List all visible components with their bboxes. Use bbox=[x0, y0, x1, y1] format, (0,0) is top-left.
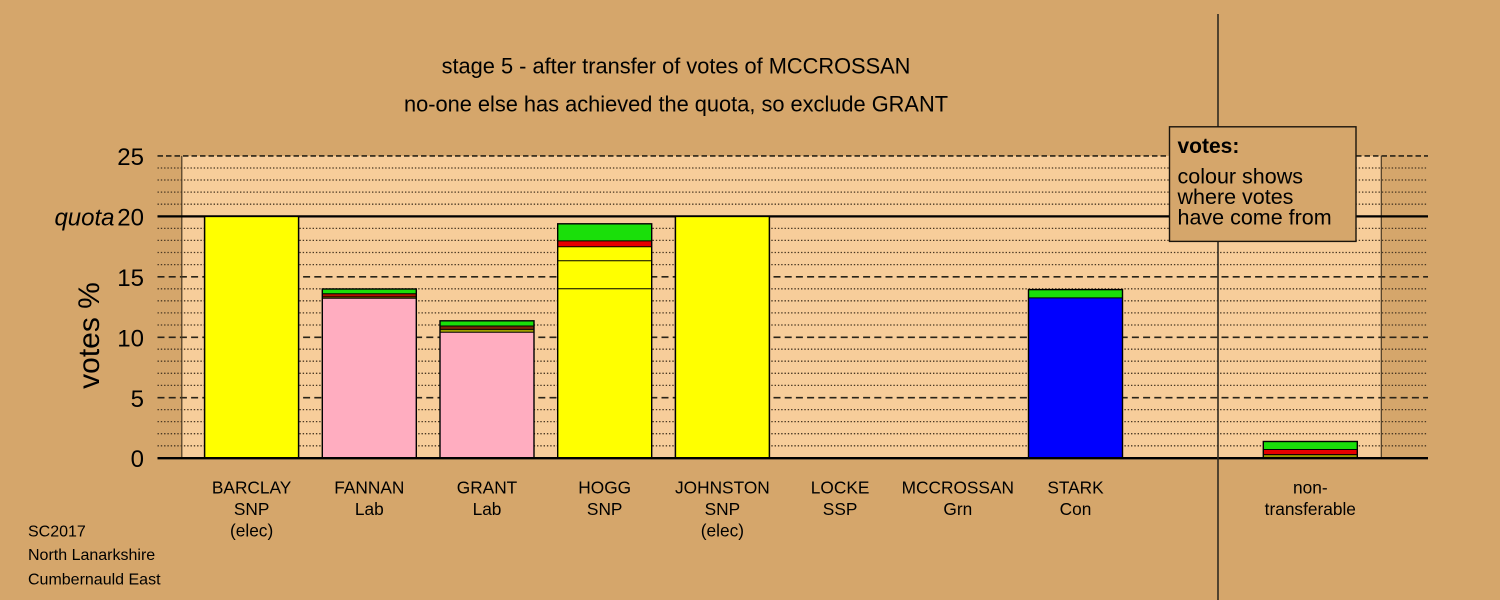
svg-text:MCCROSSAN: MCCROSSAN bbox=[902, 478, 1014, 498]
svg-text:0: 0 bbox=[131, 446, 144, 473]
svg-text:SSP: SSP bbox=[823, 499, 858, 519]
svg-text:20: 20 bbox=[117, 205, 144, 232]
svg-text:Lab: Lab bbox=[355, 499, 384, 519]
svg-text:10: 10 bbox=[117, 326, 144, 353]
svg-text:votes:: votes: bbox=[1178, 135, 1240, 158]
svg-text:LOCKE: LOCKE bbox=[811, 478, 870, 498]
svg-text:stage 5 - after transfer of vo: stage 5 - after transfer of votes of MCC… bbox=[442, 54, 911, 79]
svg-text:votes %: votes % bbox=[73, 282, 106, 389]
svg-text:North Lanarkshire: North Lanarkshire bbox=[28, 547, 155, 564]
svg-text:SNP: SNP bbox=[587, 499, 623, 519]
svg-text:BARCLAY: BARCLAY bbox=[212, 478, 292, 498]
svg-text:transferable: transferable bbox=[1265, 499, 1356, 519]
svg-text:HOGG: HOGG bbox=[578, 478, 631, 498]
svg-text:have come from: have come from bbox=[1178, 206, 1332, 230]
svg-text:STARK: STARK bbox=[1047, 478, 1104, 498]
svg-text:FANNAN: FANNAN bbox=[334, 478, 404, 498]
svg-text:5: 5 bbox=[131, 386, 144, 413]
svg-text:JOHNSTON: JOHNSTON bbox=[675, 478, 770, 498]
svg-text:(elec): (elec) bbox=[230, 521, 273, 541]
svg-text:where votes: where votes bbox=[1177, 185, 1294, 209]
svg-text:SNP: SNP bbox=[705, 499, 741, 519]
svg-text:Grn: Grn bbox=[943, 499, 972, 519]
svg-text:Lab: Lab bbox=[473, 499, 502, 519]
svg-text:quota: quota bbox=[54, 205, 114, 232]
svg-text:no-one else has achieved the q: no-one else has achieved the quota, so e… bbox=[404, 92, 948, 117]
svg-text:non-: non- bbox=[1293, 478, 1328, 498]
svg-text:GRANT: GRANT bbox=[457, 478, 518, 498]
svg-text:colour shows: colour shows bbox=[1178, 165, 1303, 189]
svg-text:25: 25 bbox=[117, 144, 144, 171]
svg-text:SC2017: SC2017 bbox=[28, 523, 86, 540]
svg-text:15: 15 bbox=[117, 265, 144, 292]
svg-text:(elec): (elec) bbox=[701, 521, 744, 541]
svg-text:Con: Con bbox=[1060, 499, 1092, 519]
svg-text:SNP: SNP bbox=[234, 499, 270, 519]
svg-text:Cumbernauld East: Cumbernauld East bbox=[28, 571, 161, 588]
